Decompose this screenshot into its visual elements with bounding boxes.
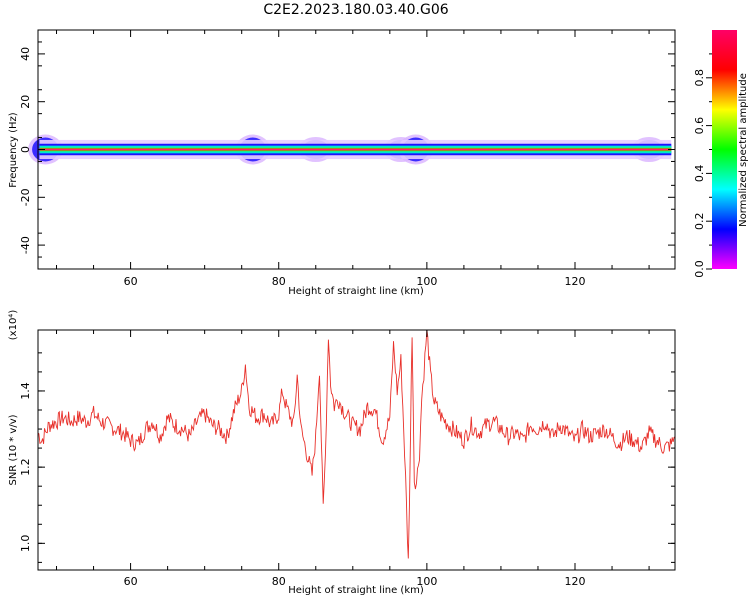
x-tick-label: 80 [272,275,286,288]
spectrogram-y-label: Frequency (Hz) [8,112,19,188]
colorbar-tick-label: 0.2 [693,212,706,230]
snr-line [37,329,676,559]
spectrogram-x-label: Height of straight line (km) [288,286,424,297]
snr-background [38,330,675,570]
x-tick-label: 100 [416,275,437,288]
snr-x-axis: 60 80 100 120 [56,330,650,588]
y-tick-label: 1.4 [19,382,32,400]
colorbar-axis: 0.0 0.2 0.4 0.6 0.8 [693,53,712,278]
colorbar-label: Normalized spectral amplitude [738,73,749,227]
x-tick-label: 60 [124,575,138,588]
x-tick-label: 120 [565,275,586,288]
figure-title: C2E2.2023.180.03.40.G06 [263,2,448,18]
colorbar-tick-label: 0.0 [693,260,706,278]
colorbar-gradient [712,30,737,269]
colorbar: 0.0 0.2 0.4 0.6 0.8 Normalized spectral ampl… [693,30,749,278]
x-tick-label: 60 [124,275,138,288]
spectrogram-panel: 60 80 100 120 -40 -20 0 20 40 Height of straigh… [8,29,676,297]
snr-frame [37,329,676,571]
y-tick-label: 20 [19,95,32,109]
snr-y-label: SNR (10 * v/v) [8,414,19,485]
x-tick-label: 80 [272,575,286,588]
spectrogram-y-axis: -40 -20 0 20 40 [19,41,675,258]
colorbar-tick-label: 0.4 [693,165,706,183]
y-tick-label: 1.2 [19,458,32,476]
x-tick-label: 100 [416,575,437,588]
colorbar-tick-label: 0.6 [693,117,706,135]
snr-scale-label: (x10⁴) [8,310,19,341]
snr-x-label: Height of straight line (km) [288,585,424,596]
spectral-band-layer [39,139,672,160]
y-tick-label: -20 [19,188,32,206]
x-tick-label: 120 [565,575,586,588]
y-tick-label: -40 [19,236,32,254]
snr-y-axis: 1.0 1.2 1.4 [19,352,675,563]
colorbar-tick-label: 0.8 [693,69,706,87]
y-tick-label: 1.0 [19,535,32,553]
snr-panel: 60 80 100 120 1.0 1.2 1.4 Height of straight … [8,310,676,596]
y-tick-label: 0 [19,146,32,153]
spectrogram-x-axis: 60 80 100 120 [56,30,650,288]
y-tick-label: 40 [19,47,32,61]
